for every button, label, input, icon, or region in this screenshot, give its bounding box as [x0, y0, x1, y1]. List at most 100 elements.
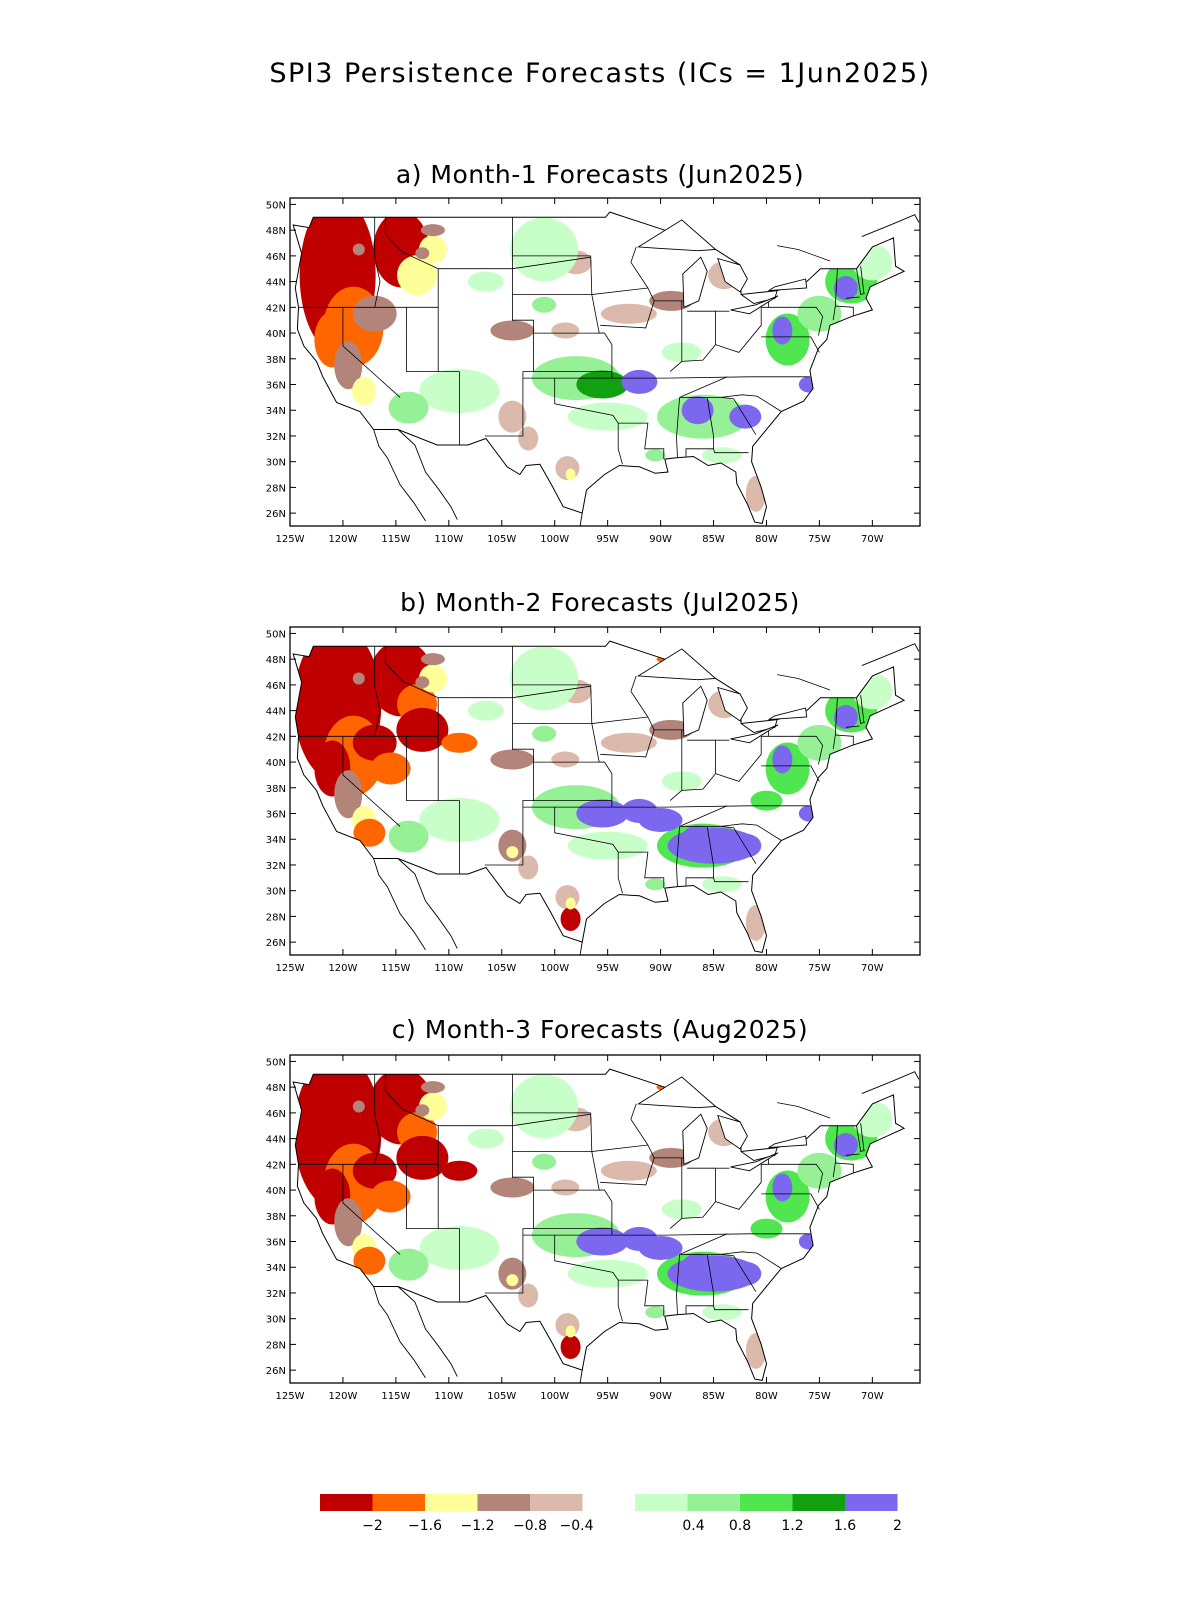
wet-region: [729, 404, 762, 429]
state-border: [406, 736, 460, 874]
drought-region: [353, 818, 386, 847]
drought-region: [352, 243, 365, 256]
wet-region: [532, 296, 557, 313]
state-border: [342, 1164, 401, 1255]
forecast-map: 50N 48N 46N 44N 42N 40N 38N 36N 34N 32N 30N 28N 26N 1…: [266, 1054, 921, 1402]
lon-tick-label: 105W: [487, 1391, 516, 1402]
state-border: [845, 1153, 860, 1156]
wet-region: [797, 724, 842, 761]
drought-region: [396, 707, 449, 752]
wet-region: [532, 1153, 557, 1170]
lat-tick-label: 40N: [266, 329, 286, 340]
state-border: [676, 826, 680, 887]
wet-region: [388, 820, 429, 853]
wet-region: [772, 1173, 793, 1202]
state-border: [384, 1074, 591, 1127]
colorbar-label: −2: [362, 1518, 383, 1534]
state-border: [676, 397, 680, 458]
drought-region: [560, 1334, 581, 1359]
lat-tick-label: 44N: [266, 1135, 286, 1146]
lat-tick-label: 38N: [266, 784, 286, 795]
map-frame: [289, 197, 921, 527]
drought-region: [518, 855, 539, 880]
lon-tick-label: 70W: [861, 1391, 884, 1402]
lat-tick-label: 38N: [266, 355, 286, 366]
drought-region: [352, 672, 365, 685]
drought-region: [352, 1152, 397, 1189]
lat-tick-label: 48N: [266, 655, 286, 666]
drought-region: [397, 255, 438, 296]
great-lake: [682, 1113, 708, 1165]
colorbar-swatch: [425, 1494, 478, 1511]
lon-tick-label: 120W: [328, 1391, 357, 1402]
state-border: [618, 851, 665, 889]
coastline: [373, 1286, 426, 1379]
colorbar-label: 2: [893, 1518, 902, 1534]
panel-title: a) Month-1 Forecasts (Jun2025): [395, 160, 805, 189]
drought-region: [352, 295, 397, 332]
lat-tick-label: 44N: [266, 278, 286, 289]
state-border: [761, 765, 820, 782]
colorbar-label: 0.8: [729, 1518, 751, 1534]
state-border: [554, 807, 623, 894]
wet-region: [833, 276, 858, 301]
colorbar-swatch: [372, 1494, 425, 1511]
drought-region: [490, 749, 535, 770]
state-border: [835, 1162, 854, 1174]
lon-tick-label: 105W: [487, 534, 516, 545]
panel-title: c) Month-3 Forecasts (Aug2025): [391, 1015, 809, 1044]
lon-tick-label: 75W: [808, 963, 831, 974]
wet-region: [576, 370, 629, 399]
coastline: [579, 942, 583, 956]
colorbar-label: 1.6: [834, 1518, 856, 1534]
lon-tick-label: 125W: [276, 534, 305, 545]
lat-tick-label: 40N: [266, 758, 286, 769]
great-lake: [730, 295, 779, 315]
lon-tick-label: 110W: [434, 534, 463, 545]
state-border: [590, 255, 655, 329]
state-border: [611, 805, 810, 808]
lat-tick-label: 38N: [266, 1212, 286, 1223]
coastline: [397, 429, 458, 520]
colorbar-label: −0.8: [513, 1518, 547, 1534]
state-border: [845, 725, 860, 728]
state-border: [406, 1164, 460, 1302]
drought-region: [352, 1100, 365, 1113]
state-border: [713, 448, 749, 454]
wet-region: [621, 369, 658, 394]
coastline: [861, 214, 920, 238]
wet-region: [576, 1227, 629, 1256]
state-border: [676, 1254, 680, 1315]
drought-region: [551, 751, 580, 768]
lat-tick-label: 48N: [266, 226, 286, 237]
wet-region: [681, 396, 714, 425]
lon-tick-label: 85W: [702, 1391, 725, 1402]
forecast-map: 50N 48N 46N 44N 42N 40N 38N 36N 34N 32N 30N 28N 26N 1…: [266, 197, 921, 545]
wet-region: [772, 316, 793, 345]
drought-region: [334, 1198, 363, 1247]
state-border: [768, 306, 824, 336]
drought-region: [415, 1104, 430, 1117]
drought-region: [441, 1160, 478, 1181]
lat-tick-label: 26N: [266, 509, 286, 520]
lon-tick-label: 115W: [381, 1391, 410, 1402]
coastline: [579, 1370, 583, 1384]
colorbar-label: −1.6: [408, 1518, 442, 1534]
lat-tick-label: 26N: [266, 938, 286, 949]
colorbar-label: 0.4: [682, 1518, 704, 1534]
lon-tick-label: 75W: [808, 1391, 831, 1402]
drought-region: [415, 676, 430, 689]
state-border: [720, 826, 757, 864]
lat-tick-label: 30N: [266, 887, 286, 898]
lat-tick-label: 34N: [266, 835, 286, 846]
lat-tick-label: 46N: [266, 252, 286, 263]
state-border: [860, 1123, 865, 1151]
coastline: [373, 858, 426, 951]
great-lake: [717, 257, 748, 293]
state-border: [835, 305, 854, 317]
drought-region: [506, 1274, 519, 1287]
state-border: [384, 217, 591, 270]
panel-title: b) Month-2 Forecasts (Jul2025): [400, 588, 800, 617]
wet-region: [750, 790, 783, 811]
state-border: [768, 735, 824, 765]
